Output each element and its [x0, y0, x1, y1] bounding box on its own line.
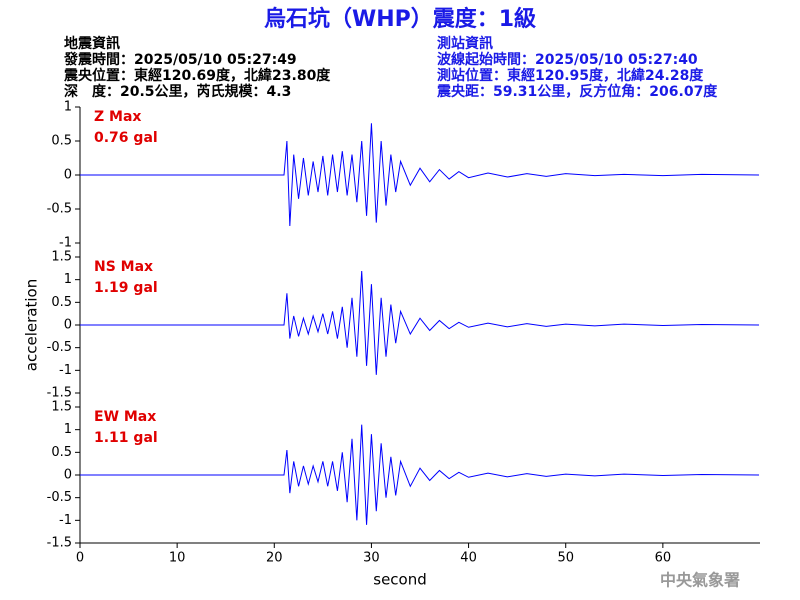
info-line: 發震時間：2025/05/10 05:27:49 — [63, 51, 297, 68]
y-tick-label: -1 — [59, 236, 72, 251]
info-line: 深 度：20.5公里，芮氏規模：4.3 — [64, 83, 291, 100]
panel-annotation: 1.11 gal — [94, 430, 158, 446]
info-line: 地震資訊 — [64, 35, 120, 52]
y-tick-label: -1.5 — [47, 386, 72, 401]
x-tick-label: 40 — [460, 551, 477, 566]
panel-annotation: Z Max — [94, 109, 141, 125]
info-line: 測站資訊 — [437, 35, 493, 52]
panel-annotation: 0.76 gal — [94, 130, 158, 146]
y-tick-label: 1 — [64, 100, 72, 115]
x-axis-label: second — [373, 571, 427, 589]
x-tick-label: 10 — [169, 551, 186, 566]
y-tick-label: 1.5 — [51, 250, 72, 265]
y-tick-label: 0 — [64, 318, 72, 333]
watermark: 中央氣象署 — [660, 571, 740, 590]
y-tick-label: 0.5 — [51, 445, 72, 460]
y-tick-label: -0.5 — [47, 202, 72, 217]
y-tick-label: 0.5 — [51, 295, 72, 310]
y-tick-label: -0.5 — [47, 490, 72, 505]
info-line: 測站位置：東經120.95度，北緯24.28度 — [437, 67, 704, 84]
y-axis-label: acceleration — [23, 279, 41, 371]
panel-annotation: EW Max — [94, 409, 156, 425]
info-line: 震央距：59.31公里，反方位角：206.07度 — [436, 83, 718, 100]
x-tick-label: 60 — [655, 551, 672, 566]
panel-annotation: NS Max — [94, 259, 153, 275]
info-line: 震央位置：東經120.69度，北緯23.80度 — [63, 67, 331, 84]
y-tick-label: 1 — [64, 422, 72, 437]
x-tick-label: 20 — [266, 551, 283, 566]
waveform — [80, 271, 760, 375]
y-tick-label: 1.5 — [51, 400, 72, 415]
info-line: 波線起始時間：2025/05/10 05:27:40 — [437, 51, 698, 68]
waveform — [80, 123, 760, 227]
y-tick-label: 1 — [64, 272, 72, 287]
y-tick-label: 0 — [64, 168, 72, 183]
y-tick-label: -1.5 — [47, 536, 72, 551]
y-tick-label: 0.5 — [51, 134, 72, 149]
x-tick-label: 0 — [76, 551, 84, 566]
panel-annotation: 1.19 gal — [94, 280, 158, 296]
waveform — [80, 424, 760, 525]
y-tick-label: 0 — [64, 468, 72, 483]
y-tick-label: -0.5 — [47, 340, 72, 355]
y-tick-label: -1 — [59, 513, 72, 528]
x-tick-label: 50 — [557, 551, 574, 566]
chart-title: 烏石坑（WHP）震度：1級 — [264, 6, 536, 32]
x-tick-label: 30 — [363, 551, 380, 566]
y-tick-label: -1 — [59, 363, 72, 378]
